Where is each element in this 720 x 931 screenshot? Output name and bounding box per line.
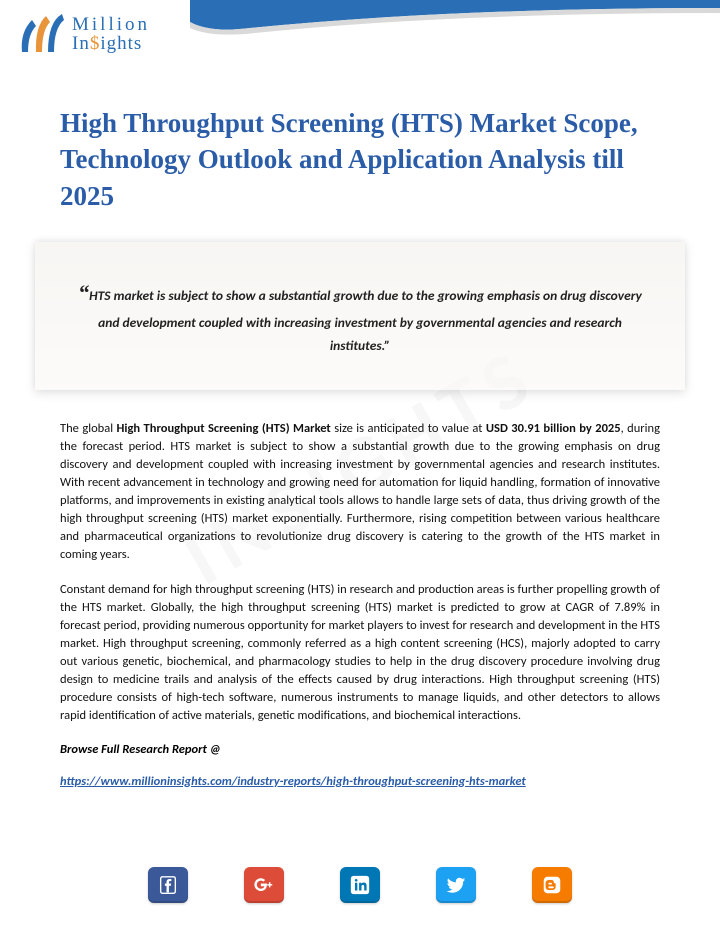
linkedin-icon: [349, 874, 371, 896]
brand-line2: In$ights: [72, 34, 150, 53]
brand-logo: Million In$ights: [18, 12, 150, 56]
quote-box: “HTS market is subject to show a substan…: [35, 242, 685, 389]
googleplus-icon: [253, 874, 275, 896]
social-footer: [0, 867, 720, 903]
paragraph-1: The global High Throughput Screening (HT…: [60, 420, 660, 565]
browse-label: Browse Full Research Report @: [60, 742, 660, 757]
linkedin-button[interactable]: [340, 867, 380, 903]
page-title: High Throughput Screening (HTS) Market S…: [60, 105, 660, 214]
logo-text: Million In$ights: [72, 15, 150, 53]
facebook-button[interactable]: [148, 867, 188, 903]
content: High Throughput Screening (HTS) Market S…: [0, 70, 720, 800]
report-link[interactable]: https://www.millioninsights.com/industry…: [60, 774, 526, 789]
twitter-button[interactable]: [436, 867, 476, 903]
header-swoosh: [190, 0, 720, 50]
facebook-icon: [157, 874, 179, 896]
blogger-icon: [541, 874, 563, 896]
quote-text: HTS market is subject to show a substant…: [89, 287, 642, 353]
twitter-icon: [445, 874, 467, 896]
paragraph-2: Constant demand for high throughput scre…: [60, 581, 660, 726]
brand-line1: Million: [72, 15, 150, 34]
header: Million In$ights: [0, 0, 720, 70]
googleplus-button[interactable]: [244, 867, 284, 903]
logo-icon: [18, 12, 66, 56]
quote-open: “: [78, 280, 89, 305]
blogger-button[interactable]: [532, 867, 572, 903]
